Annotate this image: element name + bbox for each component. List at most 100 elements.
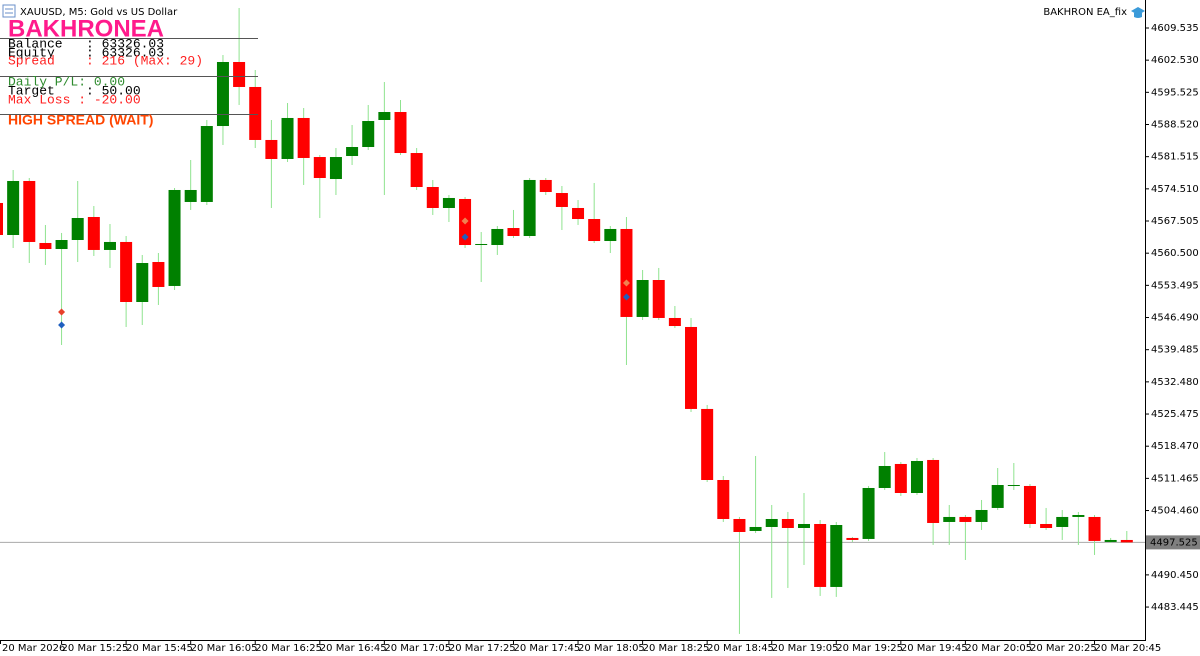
candle-body [846, 537, 859, 540]
candle-body [975, 509, 988, 522]
symbol-header: XAUUSD, M5: Gold vs US Dollar [20, 7, 178, 18]
x-tick-label: 20 Mar 17:45 [513, 643, 580, 654]
y-tick-label: 4525.475 [1151, 409, 1199, 420]
plot-area [0, 7, 1145, 634]
candle-body [1104, 539, 1117, 542]
candle-body [55, 240, 68, 250]
x-tick-label: 20 Mar 17:05 [384, 643, 451, 654]
candle-body [523, 179, 536, 237]
panel-title: BAKHRONEA [8, 15, 164, 42]
y-tick-label: 4511.465 [1151, 473, 1199, 484]
candle-body [0, 202, 3, 235]
x-tick-label: 20 Mar 19:45 [901, 643, 968, 654]
candle-body [475, 243, 488, 246]
current-price-tag [1146, 535, 1200, 550]
candle-body [943, 516, 956, 522]
candle-body [200, 126, 213, 202]
candle-body [1056, 516, 1069, 527]
candle-body [959, 516, 972, 522]
y-tick-label: 4567.505 [1151, 216, 1199, 227]
signal-marker [461, 233, 469, 241]
candle-body [362, 121, 375, 148]
x-tick-label: 20 Mar 17:25 [449, 643, 516, 654]
signal-marker [622, 279, 630, 287]
candle-body [781, 518, 794, 528]
candle-body [701, 408, 714, 480]
candle-body [636, 280, 649, 317]
candle-body [927, 459, 940, 523]
candle-body [39, 242, 52, 250]
candle-body [1088, 516, 1101, 541]
candle-body [442, 197, 455, 208]
candle-body [652, 280, 665, 318]
candle-body [668, 317, 681, 327]
candle-body [297, 117, 310, 158]
signal-marker [461, 217, 469, 225]
panel-line: Spread : 216 (Max: 29) [8, 53, 203, 68]
candle-body [798, 523, 810, 528]
x-tick-label: 20 Mar 18:05 [578, 643, 645, 654]
y-tick-label: 4609.535 [1151, 23, 1199, 34]
y-tick-label: 4574.510 [1151, 184, 1199, 195]
x-tick-label: 20 Mar 16:45 [320, 643, 387, 654]
current-price-label: 4497.525 [1150, 537, 1198, 548]
candle-body [717, 480, 730, 519]
candle-body [910, 460, 923, 493]
candle-body [168, 189, 181, 286]
x-tick-label: 20 Mar 20:45 [1095, 643, 1162, 654]
candle-body [604, 228, 617, 242]
candle-body [991, 485, 1004, 508]
candle-body [313, 157, 326, 179]
candle-body [378, 112, 391, 120]
expert-icon [1131, 7, 1145, 18]
y-tick-label: 4539.485 [1151, 345, 1199, 356]
candle-body [249, 86, 262, 140]
candle-body [620, 228, 633, 317]
candle-body [71, 218, 84, 240]
candle-body [1120, 539, 1133, 543]
panel-line: Daily P/L: 0.00 [8, 74, 125, 89]
x-tick-label: 20 Mar 20:05 [965, 643, 1032, 654]
panel-line: Max Loss : -20.00 [8, 92, 141, 107]
x-tick-label: 20 Mar 2026 [2, 643, 65, 654]
candle-body [1040, 523, 1053, 528]
candle-body [426, 187, 439, 208]
candle-body [329, 157, 342, 180]
candle-body [539, 179, 552, 193]
y-tick-label: 4581.515 [1151, 152, 1199, 163]
candle-body [685, 326, 698, 409]
candle-body [410, 153, 423, 188]
candle-body [184, 189, 197, 202]
y-tick-label: 4595.525 [1151, 87, 1199, 98]
candle-body [1023, 485, 1036, 524]
x-tick-label: 20 Mar 20:25 [1030, 643, 1097, 654]
candle-body [152, 261, 165, 287]
y-tick-label: 4483.445 [1151, 602, 1199, 613]
candle-body [23, 180, 36, 242]
candle-body [814, 523, 827, 587]
candle-body [765, 518, 778, 527]
candle-body [588, 219, 601, 242]
candle-body [265, 139, 278, 159]
candle-body [507, 228, 520, 237]
y-tick-label: 4504.460 [1151, 506, 1199, 517]
x-tick-label: 20 Mar 16:25 [255, 643, 322, 654]
candle-body [878, 465, 891, 488]
x-tick-label: 20 Mar 19:05 [772, 643, 839, 654]
candle-body [491, 228, 504, 246]
candle-body [733, 518, 746, 532]
candle-body [1007, 485, 1020, 487]
x-tick-label: 20 Mar 18:45 [707, 643, 774, 654]
panel-line: Target : 50.00 [8, 83, 141, 98]
y-tick-label: 4588.520 [1151, 120, 1199, 131]
candle-body [862, 487, 875, 539]
x-tick-label: 20 Mar 16:05 [191, 643, 258, 654]
candle-body [749, 526, 762, 531]
x-tick-label: 20 Mar 19:25 [836, 643, 903, 654]
x-tick-label: 20 Mar 15:25 [62, 643, 129, 654]
expert-name: BAKHRON EA_fix [1043, 7, 1127, 18]
panel-line: Equity : 63326.03 [8, 45, 164, 60]
